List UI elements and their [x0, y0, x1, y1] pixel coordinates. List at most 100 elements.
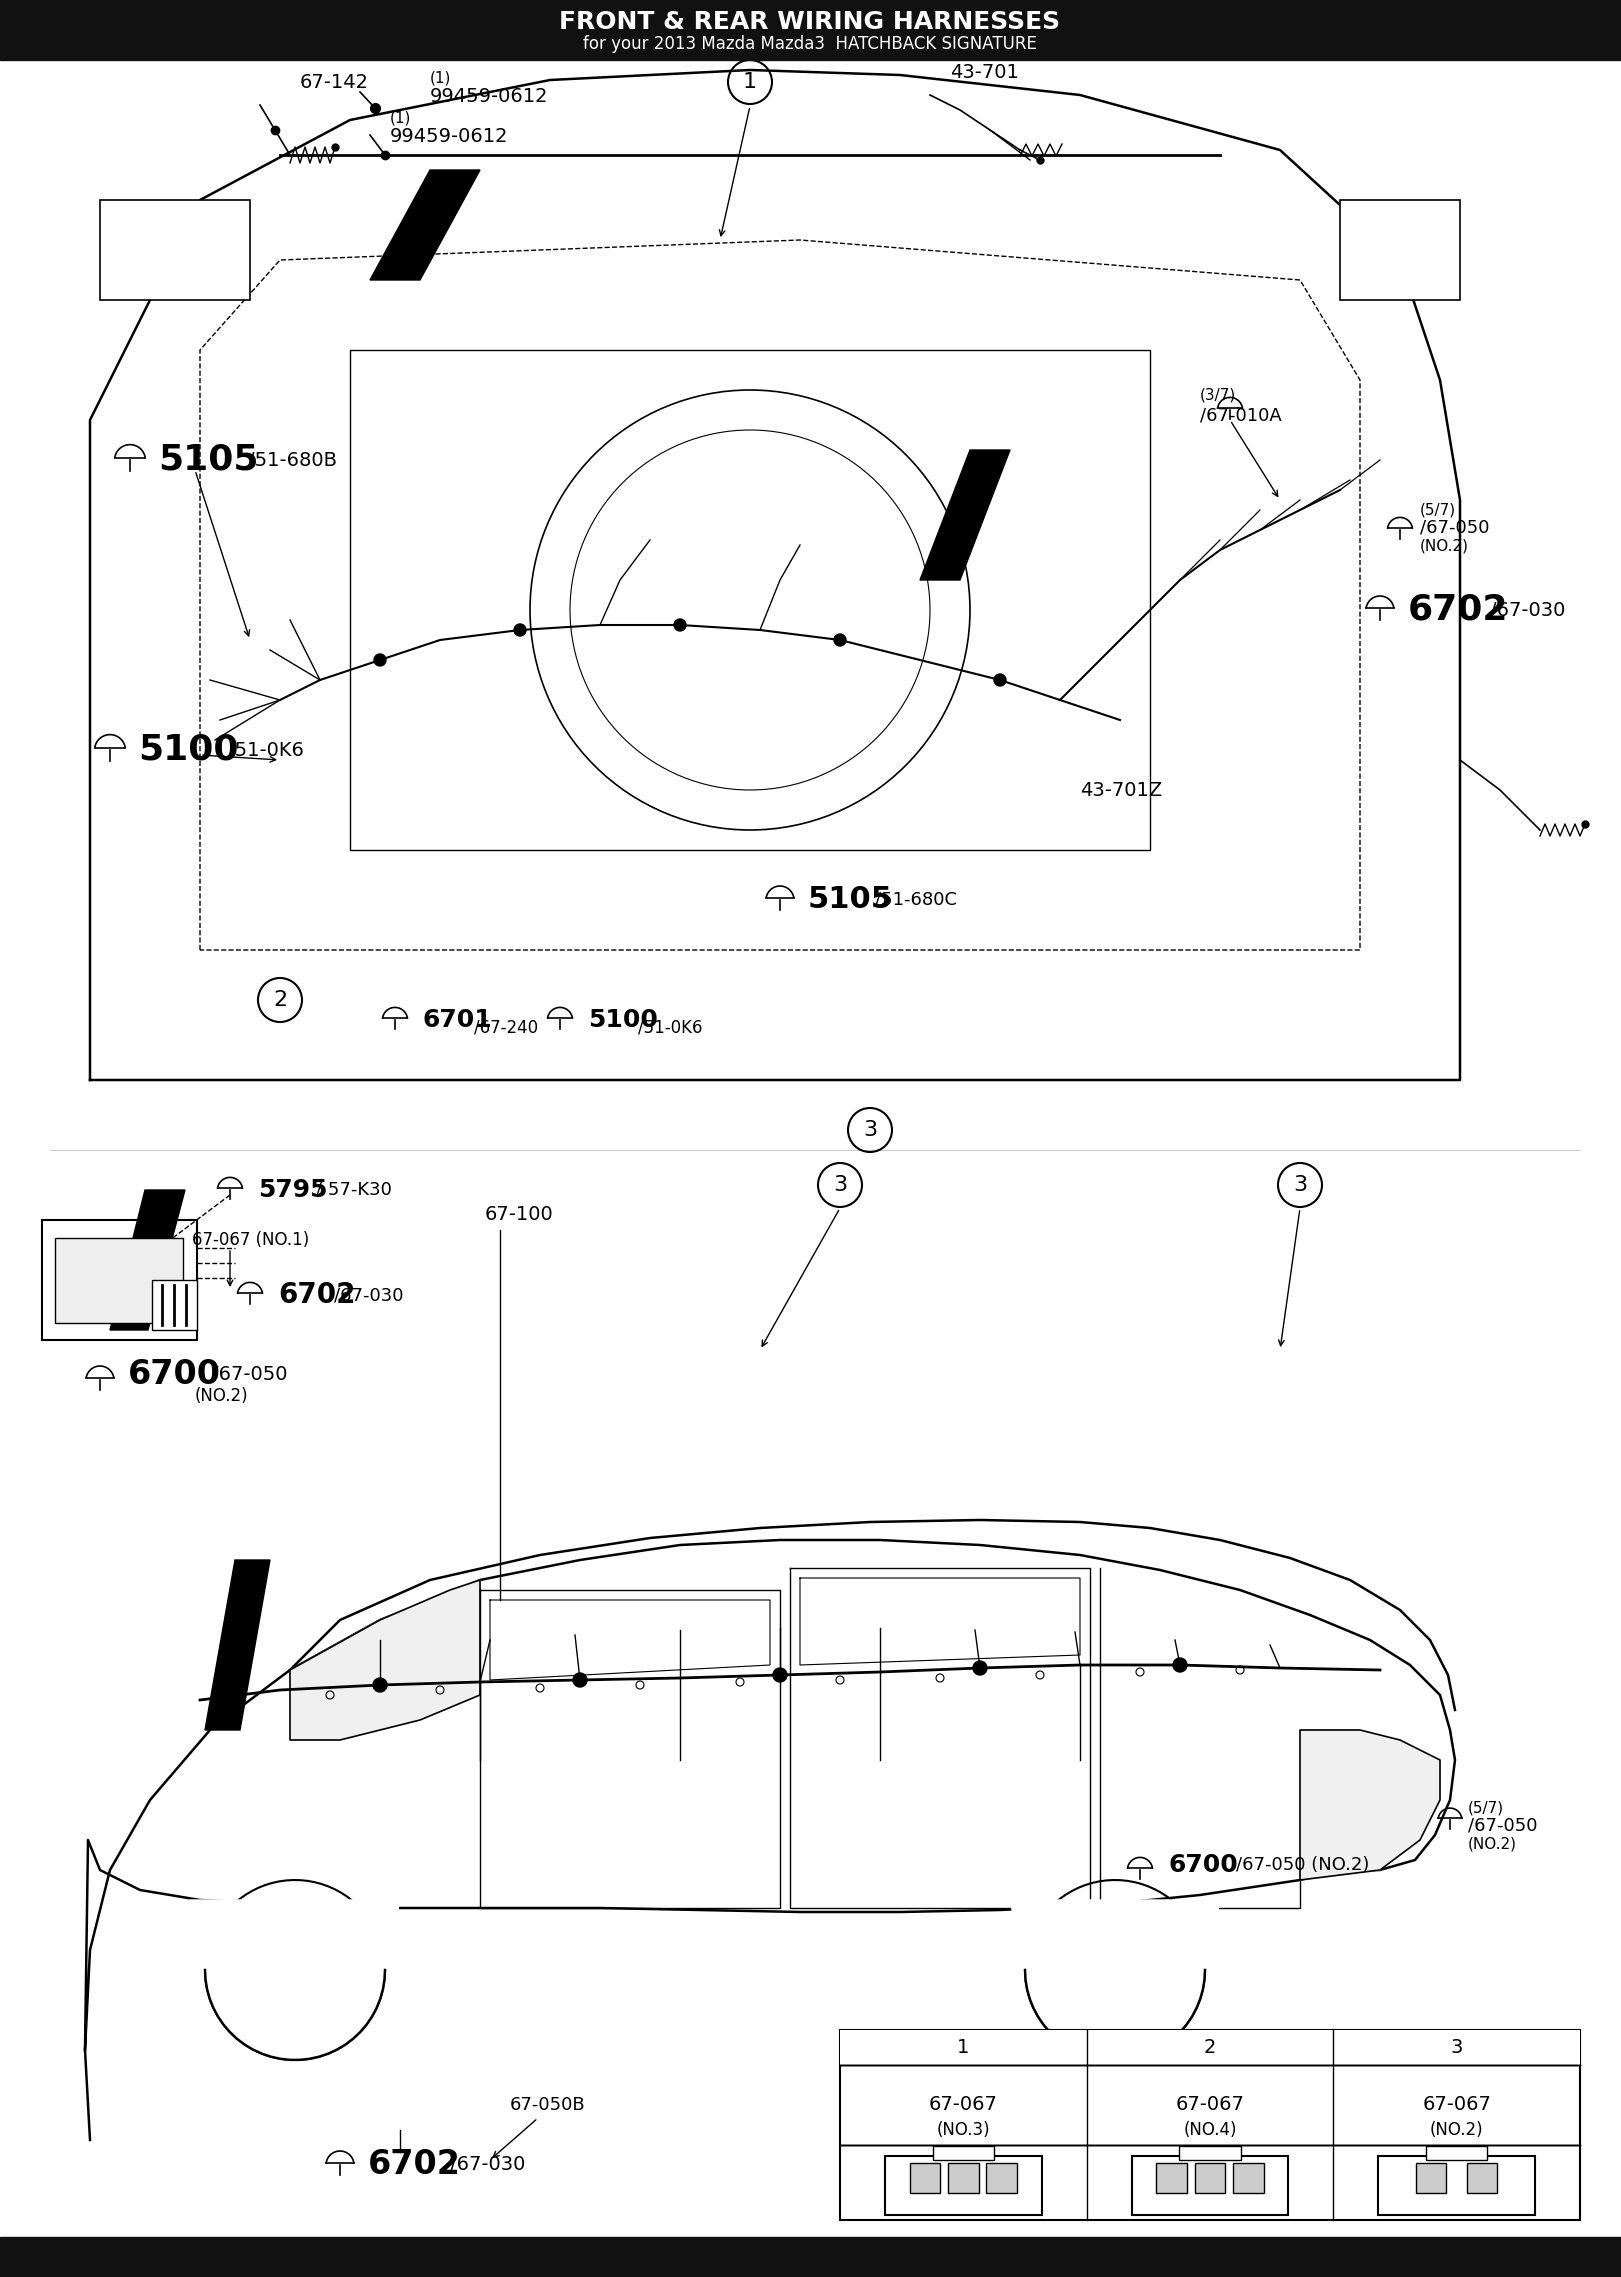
Text: 43-701: 43-701	[950, 61, 1020, 82]
FancyBboxPatch shape	[1378, 2156, 1535, 2216]
Text: 67-067: 67-067	[929, 2095, 999, 2115]
Text: 67-067 (NO.1): 67-067 (NO.1)	[191, 1232, 310, 1250]
Text: 67-067: 67-067	[1175, 2095, 1245, 2115]
Text: /51-680C: /51-680C	[875, 890, 956, 909]
Text: /67-050: /67-050	[1420, 519, 1490, 537]
Text: 67-050B: 67-050B	[511, 2097, 585, 2113]
Text: 99459-0612: 99459-0612	[391, 128, 509, 146]
Polygon shape	[110, 1191, 185, 1330]
Text: 67-067: 67-067	[1422, 2095, 1491, 2115]
Bar	[0, 0, 1621, 59]
Text: (NO.2): (NO.2)	[1430, 2120, 1483, 2138]
Text: /51-680B: /51-680B	[248, 451, 337, 469]
Text: (1): (1)	[430, 71, 451, 87]
Text: (NO.2): (NO.2)	[1420, 537, 1469, 553]
Text: 6702: 6702	[277, 1282, 355, 1309]
Text: 5100: 5100	[138, 733, 238, 767]
Text: 67-142: 67-142	[300, 73, 370, 93]
Text: 2: 2	[272, 990, 287, 1011]
Circle shape	[514, 624, 525, 635]
Text: /67-030: /67-030	[451, 2156, 525, 2175]
FancyBboxPatch shape	[885, 2156, 1042, 2216]
Bar	[1341, 200, 1461, 301]
Circle shape	[1174, 1658, 1187, 1671]
Circle shape	[833, 633, 846, 647]
Text: 3: 3	[1294, 1175, 1307, 1195]
Text: 6700: 6700	[128, 1359, 220, 1391]
Bar	[42, 1220, 198, 1339]
Bar	[1415, 2163, 1446, 2193]
Text: (NO.3): (NO.3)	[937, 2120, 990, 2138]
Text: /67-010A: /67-010A	[1200, 405, 1282, 424]
Bar	[1180, 2145, 1240, 2159]
Bar	[101, 200, 250, 301]
Text: 5105: 5105	[807, 886, 893, 915]
Polygon shape	[84, 1539, 1456, 2140]
Bar	[1426, 2145, 1486, 2159]
Text: for your 2013 Mazda Mazda3  HATCHBACK SIGNATURE: for your 2013 Mazda Mazda3 HATCHBACK SIG…	[584, 34, 1037, 52]
Text: /67-050: /67-050	[212, 1366, 287, 1384]
Bar	[840, 2031, 1580, 2065]
Text: / 57-K30: / 57-K30	[316, 1182, 392, 1200]
Text: 5795: 5795	[258, 1177, 327, 1202]
Text: 2: 2	[1204, 2038, 1216, 2056]
Polygon shape	[370, 171, 480, 280]
Text: 67-100: 67-100	[485, 1205, 554, 1225]
Text: (5/7): (5/7)	[1420, 503, 1456, 517]
Text: /51-0K6: /51-0K6	[639, 1020, 702, 1036]
Text: /67-050 (NO.2): /67-050 (NO.2)	[1235, 1856, 1370, 1874]
Circle shape	[373, 1678, 387, 1692]
Polygon shape	[1010, 1899, 1221, 2061]
Circle shape	[994, 674, 1007, 685]
Bar	[1156, 2163, 1187, 2193]
Text: 6702: 6702	[1409, 592, 1509, 626]
Text: (3/7): (3/7)	[1200, 387, 1237, 403]
Circle shape	[572, 1674, 587, 1687]
Bar	[1195, 2163, 1225, 2193]
Text: 6701: 6701	[421, 1009, 491, 1031]
Text: (NO.2): (NO.2)	[1469, 1838, 1517, 1851]
Circle shape	[973, 1660, 987, 1676]
Polygon shape	[290, 1580, 480, 1740]
Circle shape	[773, 1669, 788, 1683]
Text: 3: 3	[862, 1120, 877, 1141]
Bar	[1467, 2163, 1498, 2193]
Bar	[0, 2236, 1621, 2277]
Circle shape	[374, 653, 386, 665]
Polygon shape	[1300, 1731, 1439, 1881]
Text: 1: 1	[956, 2038, 969, 2056]
Circle shape	[674, 619, 686, 631]
Text: (NO.2): (NO.2)	[195, 1387, 248, 1405]
Text: 99459-0612: 99459-0612	[430, 87, 548, 105]
Text: /67-050: /67-050	[1469, 1817, 1537, 1835]
Text: (NO.4): (NO.4)	[1183, 2120, 1237, 2138]
Text: FRONT & REAR WIRING HARNESSES: FRONT & REAR WIRING HARNESSES	[559, 9, 1060, 34]
Text: (1): (1)	[391, 112, 412, 125]
Text: 5105: 5105	[157, 444, 258, 476]
Bar	[840, 2031, 1580, 2220]
Bar	[152, 1280, 198, 1330]
Text: 3: 3	[1451, 2038, 1462, 2056]
Text: 6700: 6700	[1169, 1853, 1238, 1876]
Polygon shape	[204, 1560, 271, 1731]
Bar	[932, 2145, 994, 2159]
Text: 5100: 5100	[588, 1009, 658, 1031]
Text: /67-030: /67-030	[334, 1287, 404, 1305]
Bar	[1234, 2163, 1263, 2193]
Text: /67-030: /67-030	[1490, 601, 1566, 619]
FancyBboxPatch shape	[1131, 2156, 1289, 2216]
Text: /51-0K6: /51-0K6	[229, 740, 303, 761]
Text: (5/7): (5/7)	[1469, 1801, 1504, 1815]
Polygon shape	[190, 1899, 400, 2061]
Polygon shape	[921, 451, 1010, 581]
Bar	[350, 351, 1149, 849]
Bar	[948, 2163, 979, 2193]
Text: 6702: 6702	[368, 2149, 460, 2181]
Text: 3: 3	[833, 1175, 848, 1195]
Text: 43-701Z: 43-701Z	[1080, 781, 1162, 799]
Text: 1: 1	[742, 73, 757, 91]
Bar	[55, 1239, 183, 1323]
Bar	[909, 2163, 940, 2193]
Bar	[986, 2163, 1016, 2193]
Text: /67-240: /67-240	[473, 1020, 538, 1036]
